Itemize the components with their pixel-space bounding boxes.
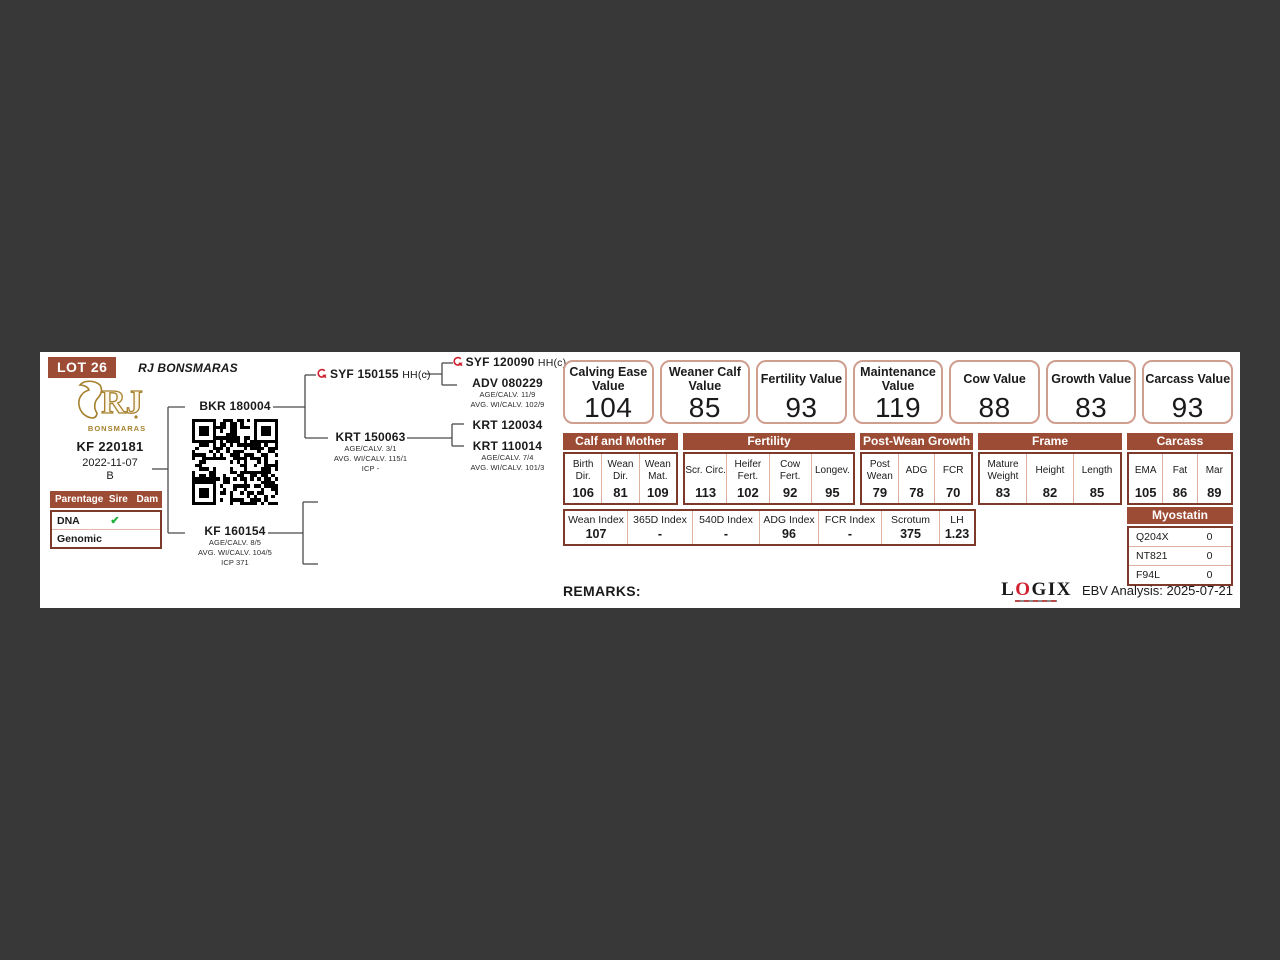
- myostatin-header: Myostatin: [1127, 507, 1233, 524]
- breed-society-icon: [316, 368, 327, 379]
- dna-check-icon: ✔: [110, 515, 120, 527]
- parentage-col-sire: Sire: [108, 494, 128, 505]
- value-box-cow: Cow Value 88: [949, 360, 1040, 424]
- value-box-calving-ease: Calving Ease Value 104: [563, 360, 654, 424]
- myostatin-row: NT821 0: [1129, 546, 1231, 565]
- index-cell-365d: 365D Index -: [627, 511, 692, 544]
- myostatin-row: Q204X 0: [1136, 531, 1213, 543]
- parentage-row-label: DNA: [57, 514, 80, 527]
- parentage-col-dam: Dam: [136, 494, 159, 505]
- trait-cell: FCR 70: [934, 454, 971, 503]
- breed-society-icon: [452, 356, 463, 367]
- stud-logo: RJ BONSMARAS: [70, 379, 154, 439]
- animal-id: KF 220181: [76, 439, 144, 454]
- trait-cell: Birth Dir. 106: [572, 459, 595, 500]
- value-box-carcass: Carcass Value 93: [1142, 360, 1234, 424]
- logo-monogram: RJ: [101, 384, 143, 421]
- trait-cell: Length 85: [1073, 454, 1120, 503]
- pedigree-node-sire: BKR 180004: [199, 399, 271, 413]
- cow-head-icon: [78, 380, 103, 419]
- trait-group-tables: Calf and Mother Birth Dir. 106 Wean Dir. 8…: [563, 433, 1233, 505]
- index-strip: Wean Index 107 365D Index - 540D Index - AD…: [563, 509, 976, 546]
- parentage-title: Parentage: [55, 494, 104, 505]
- animal-status: B: [106, 470, 114, 482]
- pedigree-node-sire-dam-dam: KRT 110014 AGE/CALV. 7/4 AVG. WI/CALV. 1…: [470, 439, 545, 473]
- lot-badge: LOT 26: [48, 357, 117, 378]
- pedigree-node-sire-sire-dam: ADV 080229 AGE/CALV. 11/9 AVG. WI/CALV. …: [470, 376, 545, 410]
- group-fertility: Fertility Scr. Circ. 113 Heifer Fert. 102 …: [683, 433, 855, 505]
- value-box-weaner-calf: Weaner Calf Value 85: [659, 360, 751, 424]
- ebv-analysis-date: EBV Analysis: 2025-07-21: [1081, 583, 1233, 598]
- trait-cell: Height 82: [1026, 454, 1073, 503]
- parentage-row-label: Genomic: [57, 532, 102, 545]
- trait-cell: EMA 105: [1134, 464, 1157, 500]
- group-post-wean-growth: Post-Wean Growth Post Wean 79 ADG 78 FCR 70: [860, 433, 973, 505]
- pedigree-node-sire-sire: SYF 150155 HH(c): [316, 367, 430, 381]
- pedigree-node-dam: KF 160154 AGE/CALV. 8/5 AVG. WI/CALV. 10…: [198, 524, 272, 568]
- index-cell-lh: LH 1.23: [939, 511, 974, 544]
- parentage-header: Parentage Sire Dam: [50, 491, 162, 508]
- value-box-growth: Growth Value 83: [1045, 360, 1137, 424]
- index-cell-scrotum: Scrotum 375: [881, 511, 939, 544]
- logix-tagline: [1015, 599, 1058, 602]
- stud-name: RJ BONSMARAS: [138, 361, 238, 375]
- myostatin-row: F94L 0: [1129, 565, 1231, 584]
- trait-cell: Wean Mat. 109: [638, 454, 676, 503]
- pedigree-node-sire-dam-sire: KRT 120034: [472, 418, 543, 432]
- group-frame: Frame Mature Weight 83 Height 82 Length 85: [978, 433, 1122, 505]
- trait-cell: Fat 86: [1162, 454, 1196, 503]
- myostatin-table: Q204X 0 NT821 0 F94L 0: [1127, 526, 1233, 586]
- trait-cell: Post Wean 79: [866, 459, 893, 500]
- trait-cell: Mature Weight 83: [987, 459, 1019, 500]
- remarks-label: REMARKS:: [563, 583, 641, 599]
- trait-cell: Scr. Circ. 113: [685, 464, 726, 500]
- trait-cell: Cow Fert. 92: [768, 454, 811, 503]
- trait-cell: Wean Dir. 81: [601, 454, 638, 503]
- trait-cell: Longev. 95: [810, 454, 853, 503]
- index-cell-540d: 540D Index -: [692, 511, 759, 544]
- pedigree-node-sire-dam: KRT 150063 AGE/CALV. 3/1 AVG. WI/CALV. 1…: [333, 430, 408, 474]
- parentage-row-genomic: Genomic: [52, 529, 160, 547]
- group-calf-and-mother: Calf and Mother Birth Dir. 106 Wean Dir. 8…: [563, 433, 678, 505]
- pedigree-node-sire-sire-sire: SYF 120090 HH(c): [450, 355, 568, 369]
- value-box-fertility: Fertility Value 93: [756, 360, 847, 424]
- trait-cell: ADG 78: [897, 454, 935, 503]
- logo-name: BONSMARAS: [88, 424, 146, 433]
- group-carcass: Carcass EMA 105 Fat 86 Mar 89: [1127, 433, 1233, 505]
- logix-logo: LOGIX: [1001, 579, 1072, 602]
- catalog-sheet: LOT 26 RJ BONSMARAS RJ BONSMARAS KF 2201…: [40, 352, 1240, 608]
- animal-birth-date: 2022-11-07: [82, 457, 138, 469]
- footer-brand-row: LOGIX EBV Analysis: 2025-07-21: [1001, 579, 1233, 602]
- index-cell-wean: Wean Index 107: [568, 514, 624, 541]
- index-cell-fcr: FCR Index -: [818, 511, 881, 544]
- parentage-row-dna: DNA ✔: [52, 512, 160, 529]
- trait-cell: Mar 89: [1196, 454, 1231, 503]
- ebv-value-boxes: Calving Ease Value 104 Weaner Calf Value…: [563, 360, 1234, 424]
- trait-cell: Heifer Fert. 102: [726, 454, 768, 503]
- qr-code: [192, 419, 278, 505]
- logix-o-mark: O: [1015, 579, 1032, 600]
- parentage-table: Parentage Sire Dam DNA ✔ Genomic: [50, 491, 162, 549]
- value-box-maintenance: Maintenance Value 119: [852, 360, 944, 424]
- index-cell-adg: ADG Index 96: [759, 511, 818, 544]
